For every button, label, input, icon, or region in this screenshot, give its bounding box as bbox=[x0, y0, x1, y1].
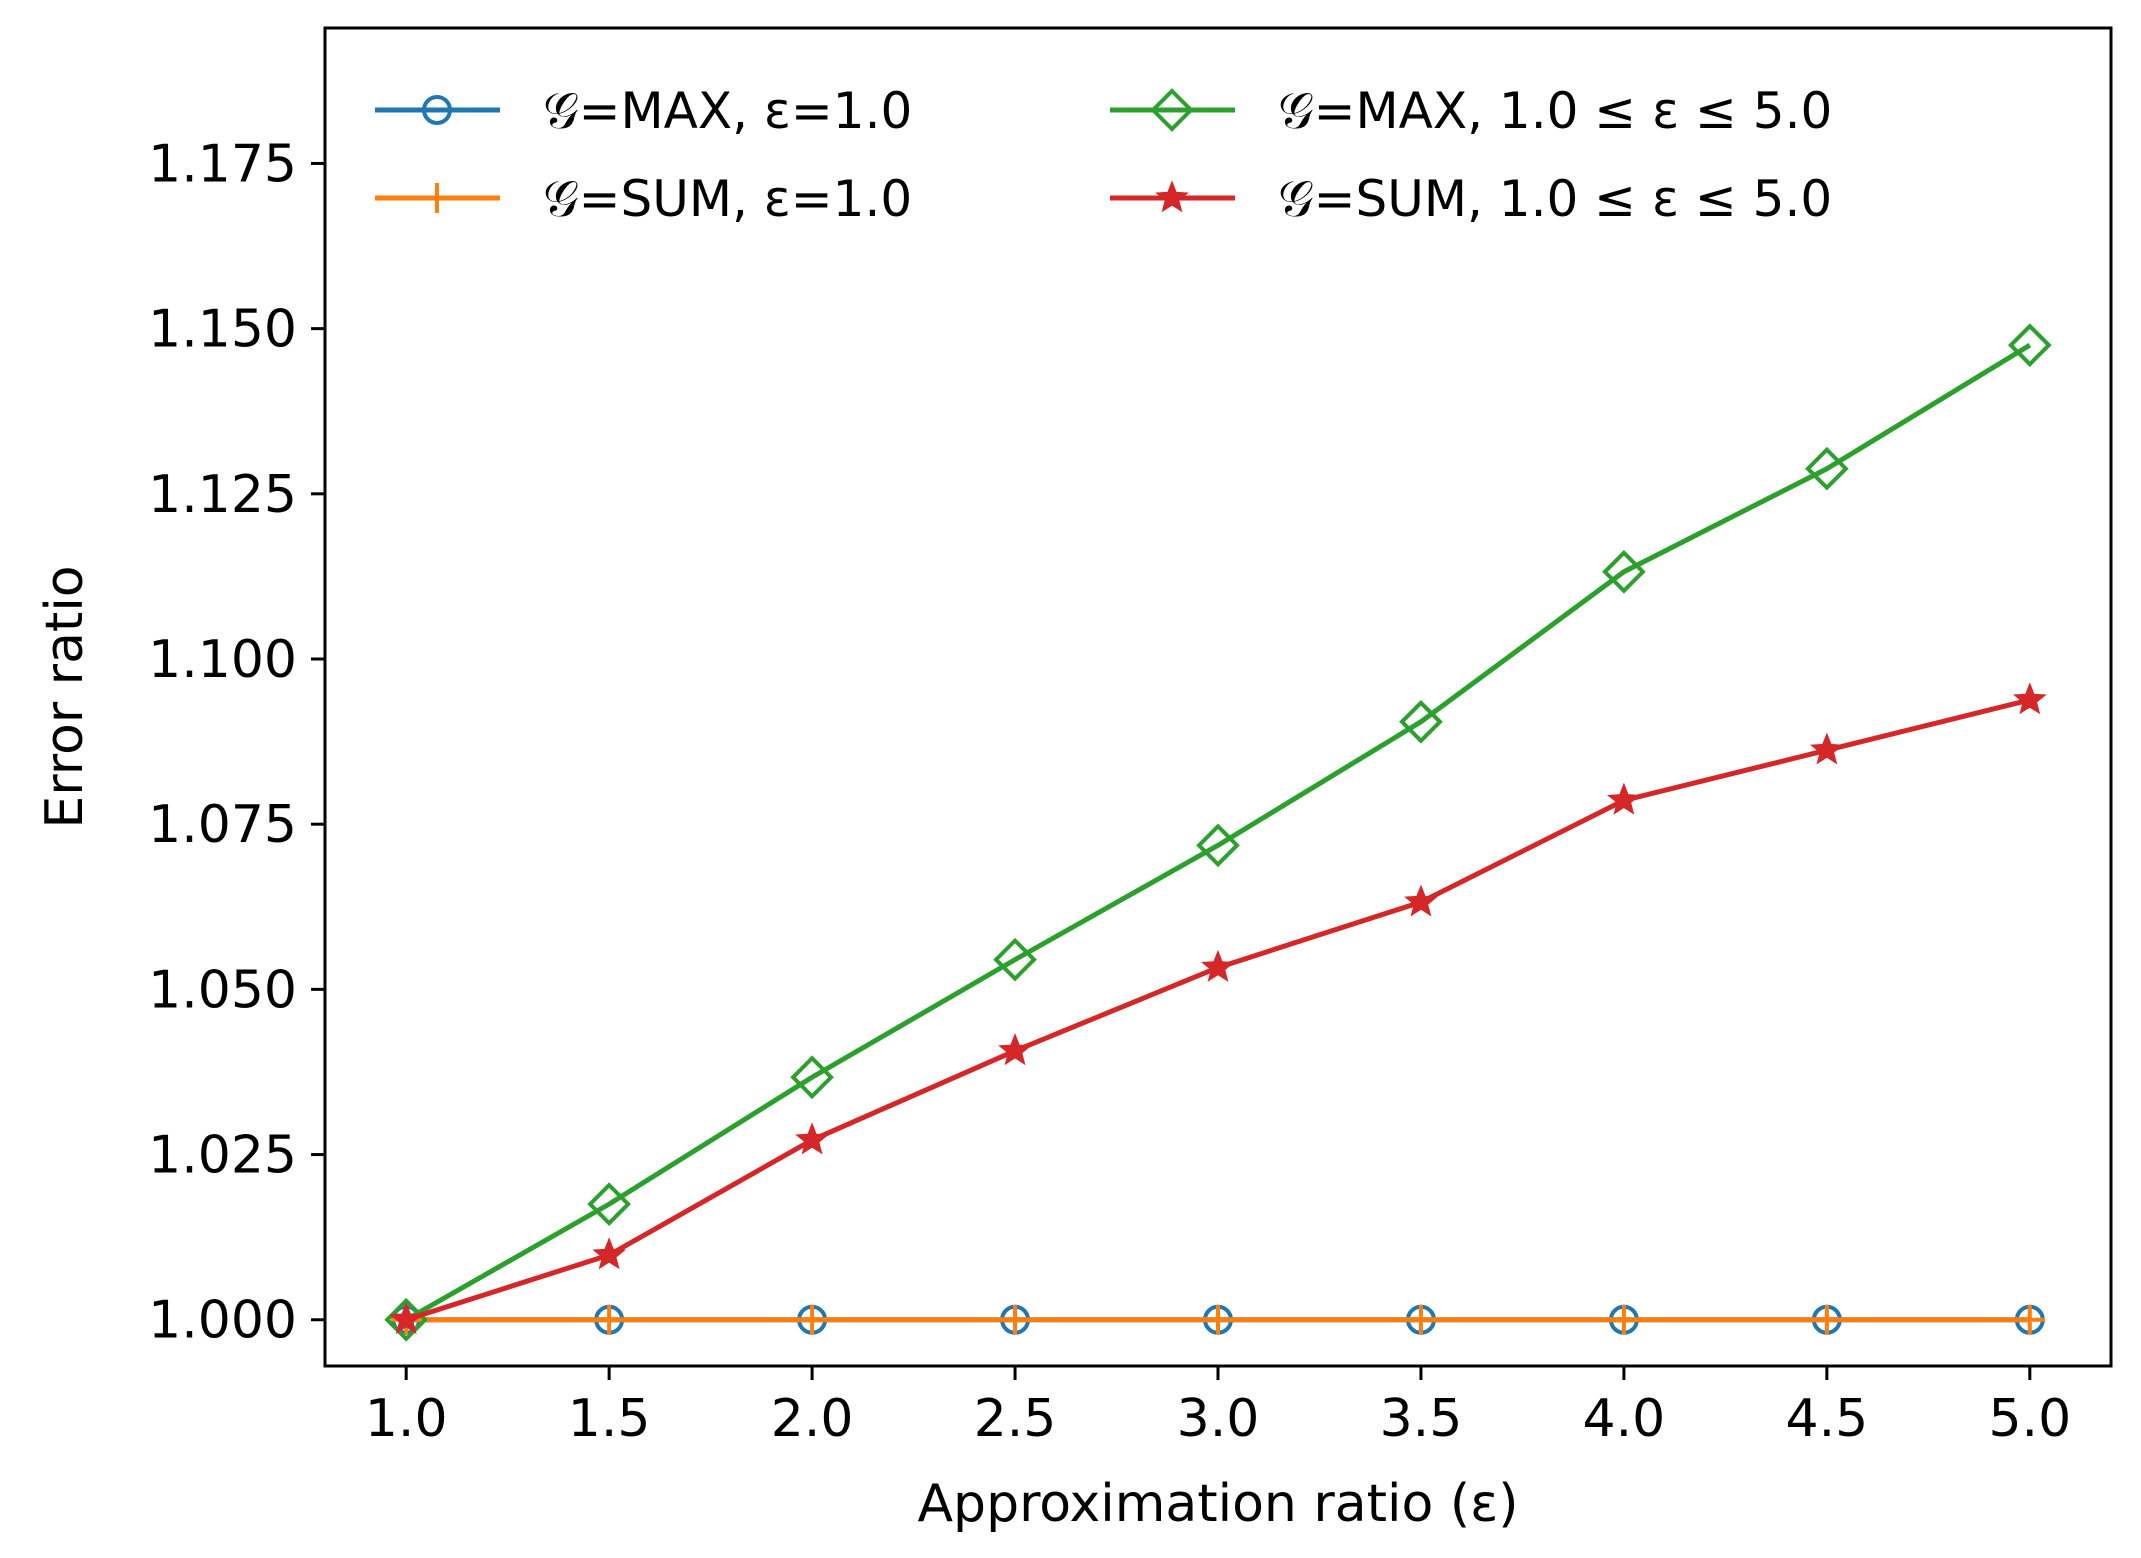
legend-marker-2 bbox=[422, 183, 452, 213]
series-2-point-5 bbox=[2014, 1304, 2045, 1335]
series-4-point-3-5 bbox=[1404, 884, 1438, 917]
legend-item-1: 𝒢=MAX, ε=1.0 bbox=[375, 82, 912, 140]
legend-label-3: 𝒢=MAX, 1.0 ≤ ε ≤ 5.0 bbox=[1278, 82, 1832, 140]
y-tick-label-1: 1.000 bbox=[148, 1291, 297, 1351]
series-4-point-2-5 bbox=[998, 1033, 1032, 1066]
legend-label-2: 𝒢=SUM, ε=1.0 bbox=[543, 170, 912, 228]
y-axis-label: Error ratio bbox=[35, 565, 95, 828]
series-2-point-1-5 bbox=[594, 1304, 625, 1335]
legend-marker-3 bbox=[1150, 88, 1194, 132]
y-tick-label-1-025: 1.025 bbox=[148, 1126, 297, 1186]
series-3-point-3-5 bbox=[1399, 699, 1443, 744]
series-2 bbox=[391, 1304, 2045, 1335]
series-2-point-4-5 bbox=[1811, 1304, 1842, 1335]
y-tick-label-1-125: 1.125 bbox=[148, 465, 297, 525]
series-2-point-2-5 bbox=[1000, 1304, 1031, 1335]
x-tick-label-3: 3.0 bbox=[1177, 1389, 1260, 1449]
series-4-point-5 bbox=[2013, 682, 2047, 715]
series-3-point-4-5 bbox=[1805, 446, 1849, 491]
y-tick-label-1-175: 1.175 bbox=[148, 134, 297, 194]
legend-label-4: 𝒢=SUM, 1.0 ≤ ε ≤ 5.0 bbox=[1278, 170, 1832, 228]
y-tick-label-1-15: 1.150 bbox=[148, 300, 297, 360]
series-3-point-4 bbox=[1602, 549, 1646, 594]
series-layer bbox=[384, 323, 2052, 1342]
legend-marker-4 bbox=[1155, 180, 1189, 213]
series-4 bbox=[389, 682, 2047, 1335]
series-4-point-2 bbox=[795, 1122, 830, 1155]
series-2-point-4 bbox=[1608, 1304, 1639, 1335]
legend-item-4: 𝒢=SUM, 1.0 ≤ ε ≤ 5.0 bbox=[1110, 170, 1832, 228]
x-tick-label-4: 4.0 bbox=[1583, 1389, 1666, 1449]
series-3 bbox=[384, 323, 2052, 1342]
x-tick-label-3-5: 3.5 bbox=[1380, 1389, 1463, 1449]
x-tick-label-5: 5.0 bbox=[1988, 1389, 2071, 1449]
series-2-point-2 bbox=[797, 1304, 828, 1335]
series-2-point-3-5 bbox=[1405, 1304, 1436, 1335]
series-3-point-3 bbox=[1196, 823, 1240, 868]
x-tick-label-2: 2.0 bbox=[771, 1389, 854, 1449]
series-4-point-1-5 bbox=[592, 1237, 626, 1270]
series-3-point-1-5 bbox=[587, 1182, 631, 1226]
series-4-point-3 bbox=[1201, 949, 1235, 982]
legend-item-2: 𝒢=SUM, ε=1.0 bbox=[375, 170, 912, 228]
x-tick-label-4-5: 4.5 bbox=[1786, 1389, 1869, 1449]
y-tick-label-1-1: 1.100 bbox=[148, 630, 297, 690]
legend: 𝒢=MAX, ε=1.0 𝒢=SUM, ε=1.0 𝒢=MAX, 1.0 ≤ ε ≤… bbox=[375, 82, 1832, 228]
x-tick-label-2-5: 2.5 bbox=[974, 1389, 1057, 1449]
series-4-point-4 bbox=[1606, 782, 1641, 815]
x-tick-label-1-5: 1.5 bbox=[568, 1389, 651, 1449]
legend-marker-1 bbox=[422, 95, 452, 125]
series-4-point-1 bbox=[389, 1301, 423, 1335]
series-3-point-2 bbox=[790, 1055, 834, 1100]
y-tick-label-1-05: 1.050 bbox=[148, 960, 297, 1020]
legend-label-1: 𝒢=MAX, ε=1.0 bbox=[543, 82, 912, 140]
x-axis-label: Approximation ratio (ε) bbox=[917, 1474, 1518, 1534]
series-line-3 bbox=[404, 343, 2032, 1322]
series-3-point-2-5 bbox=[993, 937, 1037, 982]
ticks-layer: 1.0 1.5 2.0 2.5 3.0 3.5 4.0 4.5 5.0 1.000 1.025 1.0… bbox=[148, 134, 2071, 1449]
series-2-point-3 bbox=[1203, 1304, 1233, 1335]
series-3-point-5 bbox=[2007, 323, 2052, 367]
x-tick-label-1: 1.0 bbox=[365, 1389, 448, 1449]
series-4-point-4-5 bbox=[1810, 732, 1844, 765]
legend-item-3: 𝒢=MAX, 1.0 ≤ ε ≤ 5.0 bbox=[1110, 82, 1832, 140]
y-tick-label-1-075: 1.075 bbox=[148, 795, 297, 855]
